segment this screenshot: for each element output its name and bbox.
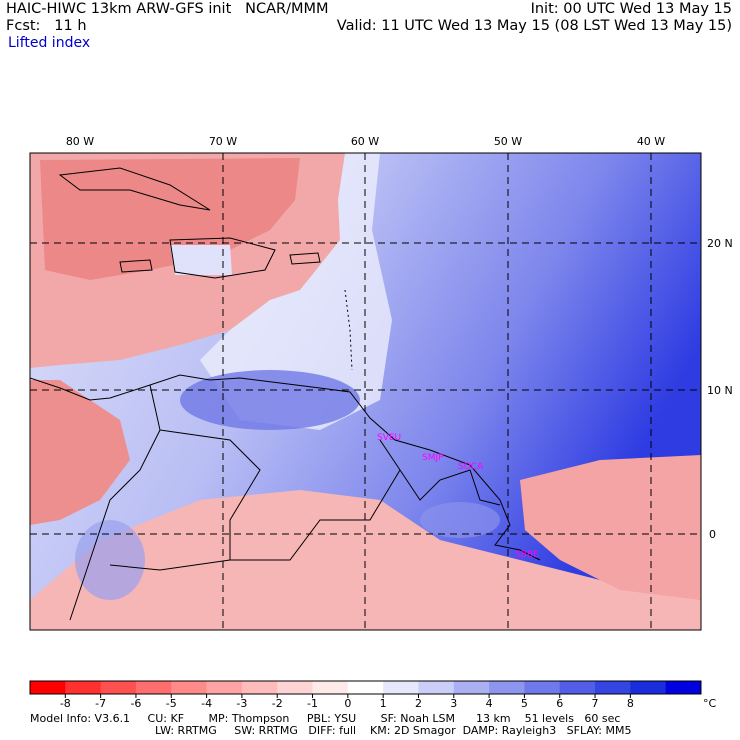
andes-positive-blob (75, 520, 145, 600)
colorbar-tick-label: 6 (556, 697, 563, 710)
field-name: Lifted index (8, 35, 91, 51)
colorbar-segment (595, 681, 631, 694)
station-label-sbbe: SBBE (515, 550, 539, 560)
colorbar-segment (312, 681, 349, 694)
colorbar-tick-label: 0 (344, 697, 351, 710)
colorbar-tick-label: -4 (201, 697, 212, 710)
colorbar-segment (65, 681, 102, 694)
station-label-smjp: SMJP (422, 453, 444, 463)
colorbar-tick-label: -7 (95, 697, 106, 710)
colorbar-segment (206, 681, 243, 694)
transition-band (200, 153, 392, 430)
colorbar-tick-label: 4 (486, 697, 493, 710)
colombia-boundary (109, 559, 231, 571)
colorbar-tick-label: 3 (450, 697, 457, 710)
colorbar-frame (29, 680, 702, 695)
lat-labels: 20 N 10 N 0 (707, 237, 733, 541)
lon-label: 60 W (351, 135, 379, 148)
cuba-coastline (58, 167, 211, 211)
station-label-sveu: SVEU (377, 433, 401, 443)
venezuela-positive-blob (180, 370, 360, 430)
colorbar-segment (347, 681, 384, 694)
colorbar-tick-label: 8 (627, 697, 634, 710)
colorbar-tick-label: 2 (415, 697, 422, 710)
valid-time: Valid: 11 UTC Wed 13 May 15 (08 LST Wed … (336, 18, 732, 34)
station-labels: SVEU SMJP SOCA SBBE (377, 433, 539, 560)
colorbar-tick-label: 5 (521, 697, 528, 710)
colorbar-segment (383, 681, 419, 694)
init-time: Init: 00 UTC Wed 13 May 15 (530, 1, 732, 17)
station-label-soca: SOCA (458, 462, 484, 472)
colorbar-segment (100, 681, 137, 694)
lon-label: 80 W (66, 135, 94, 148)
lon-label: 50 W (494, 135, 522, 148)
colorbar-tick-label: -1 (307, 697, 318, 710)
lesser-antilles (344, 289, 353, 371)
hispaniola-coastline (169, 237, 276, 279)
jamaica-coastline (119, 259, 153, 273)
colorbar-tick-label: -3 (236, 697, 247, 710)
andes-boundary (69, 384, 161, 621)
lat-label: 20 N (707, 237, 733, 250)
colorbar-segment (135, 681, 172, 694)
venezuela-boundary (159, 429, 401, 561)
lon-labels: 80 W 70 W 60 W 50 W 40 W (66, 135, 665, 148)
forecast-hour: Fcst: 11 h (6, 18, 87, 34)
amazon-negative (30, 490, 701, 630)
atlantic-negative (520, 455, 701, 600)
colorbar-segment (630, 681, 667, 694)
colorbar-tick-label: 7 (592, 697, 599, 710)
colorbar-segment (171, 681, 208, 694)
lat-label: 10 N (707, 384, 733, 397)
colorbar: -8 -7 -6 -5 -4 -3 -2 -1 0 1 2 3 4 5 6 7 8 °C (29, 680, 717, 710)
colorbar-tick-label: -2 (272, 697, 283, 710)
footer-model-info: Model Info: V3.6.1 CU: KF MP: Thompson P… (30, 712, 621, 725)
colorbar-segment (453, 681, 490, 694)
graticule (30, 153, 701, 630)
guianas-boundary (399, 469, 501, 506)
lon-label: 70 W (209, 135, 237, 148)
colorbar-segment (30, 681, 66, 694)
colorbar-segment (241, 681, 278, 694)
colorbar-tick-label: -5 (166, 697, 177, 710)
footer-physics-info: LW: RRTMG SW: RRTMG DIFF: full KM: 2D Sm… (155, 724, 632, 737)
map-frame (29, 152, 702, 631)
colorbar-segment (559, 681, 596, 694)
central-america-negative (30, 380, 130, 525)
colorbar-tick-label: -6 (130, 697, 141, 710)
colorbar-segment (277, 681, 314, 694)
colorbar-segment (665, 681, 702, 694)
colorbar-tick-label: -8 (60, 697, 71, 710)
colorbar-segment (489, 681, 525, 694)
colorbar-tick-label: 1 (380, 697, 387, 710)
colorbar-segment (418, 681, 455, 694)
hispaniola-positive (170, 245, 232, 275)
colorbar-unit: °C (703, 697, 717, 710)
caribbean-strong-negative (40, 158, 300, 280)
guiana-positive-blob (420, 502, 500, 538)
model-title: HAIC-HIWC 13km ARW-GFS init NCAR/MMM (6, 1, 329, 17)
puerto-rico-coastline (289, 252, 321, 265)
lon-label: 40 W (637, 135, 665, 148)
lat-label: 0 (709, 528, 716, 541)
colorbar-segment (524, 681, 561, 694)
